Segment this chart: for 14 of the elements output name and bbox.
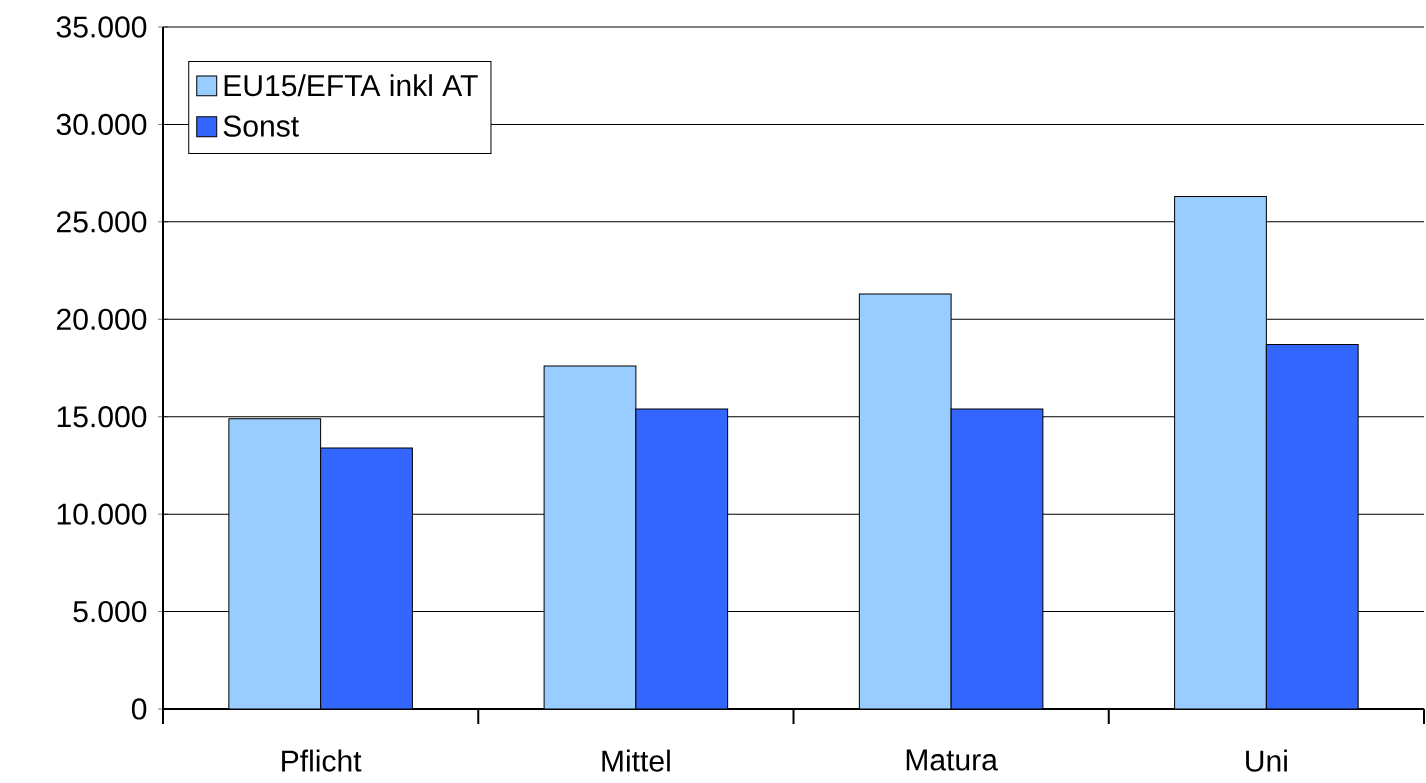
y-tick-label: 25.000 (56, 211, 147, 233)
legend-label: EU15/EFTA inkl AT (224, 74, 478, 97)
legend-label: Sonst (223, 115, 299, 137)
y-tick-label: 20.000 (56, 308, 147, 330)
y-tick-label: 35.000 (56, 16, 147, 38)
x-tick-label: Mittel (602, 749, 670, 772)
x-tick-label: Uni (1246, 749, 1287, 772)
x-tick-label: Matura (906, 749, 998, 771)
x-tick-label: Pflicht (282, 749, 362, 772)
y-tick-label: 10.000 (57, 503, 147, 525)
y-tick-label: 5.000 (73, 600, 147, 623)
y-tick-label: 30.000 (56, 113, 147, 136)
y-tick-label: 0 (131, 698, 147, 720)
y-tick-label: 15.000 (57, 406, 147, 428)
